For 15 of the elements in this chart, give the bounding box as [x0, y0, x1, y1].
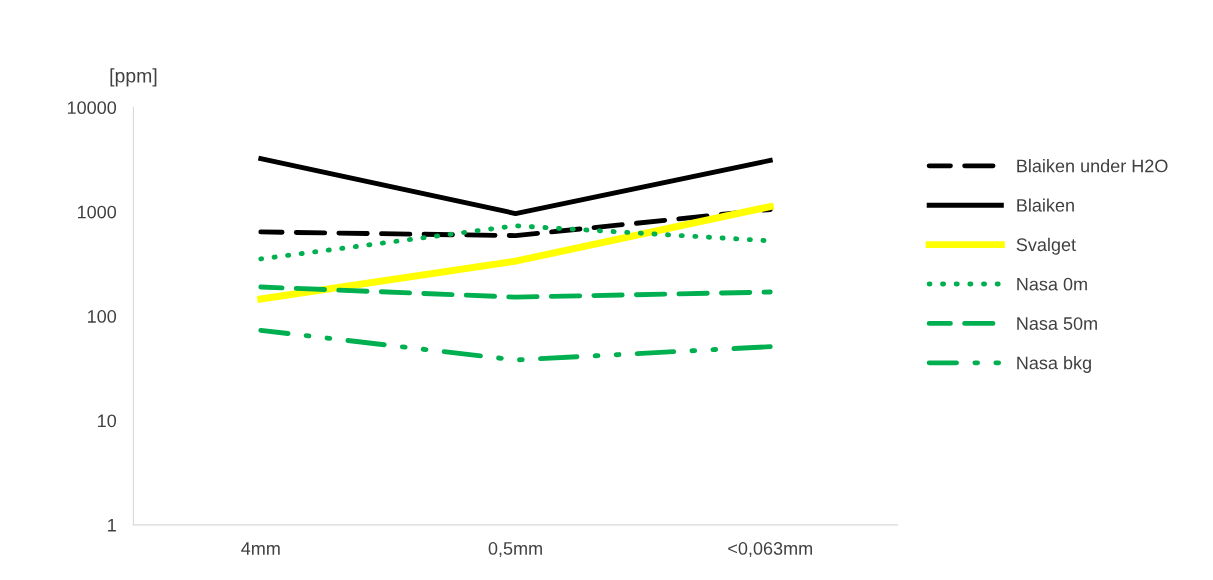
y-tick-label: 10000	[67, 101, 117, 115]
x-tick-label: <0,063mm	[728, 542, 812, 557]
legend-label: Nasa bkg	[1017, 356, 1091, 373]
legend-label: Blaiken	[1017, 198, 1074, 212]
legend-label: Nasa 50m	[1017, 317, 1097, 330]
y-axis-title: [ppm]	[110, 68, 157, 87]
x-tick-label: 4mm	[241, 542, 280, 555]
y-tick-label: 1000	[77, 205, 117, 219]
y-tick-label: 1	[108, 519, 116, 532]
legend-label: Nasa 0m	[1017, 277, 1087, 291]
legend-label: Blaiken under H2O	[1017, 159, 1168, 173]
y-tick-label: 10	[98, 414, 117, 428]
legend-label: Svalget	[1016, 237, 1076, 255]
x-tick-label: 0,5mm	[488, 542, 542, 557]
y-tick-label: 100	[88, 310, 117, 323]
